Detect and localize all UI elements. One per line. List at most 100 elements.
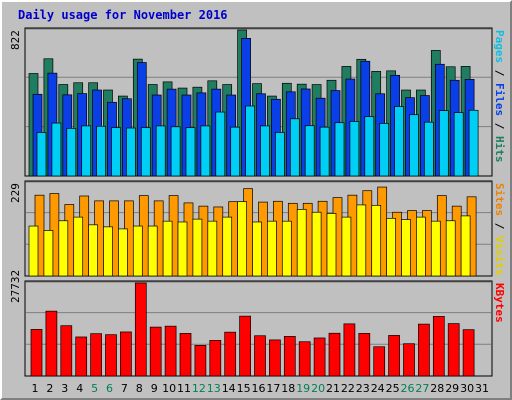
x-tick-label-21: 21 bbox=[326, 382, 340, 395]
bar-pages-day-30 bbox=[468, 109, 479, 177]
bar-sites-day-18 bbox=[281, 220, 292, 277]
bar-pages-day-28 bbox=[438, 110, 449, 177]
bar-kbytes-day-26 bbox=[403, 343, 415, 377]
x-tick-label-25: 25 bbox=[385, 382, 400, 395]
x-tick-label-5: 5 bbox=[91, 382, 99, 395]
bar-pages-day-3 bbox=[66, 128, 77, 177]
legend-segment-1: Pages bbox=[493, 30, 506, 64]
bar-sites-day-22 bbox=[341, 216, 352, 277]
bar-kbytes-day-6 bbox=[105, 334, 117, 377]
panel-1-legend: Pages / Files / Hits bbox=[493, 30, 506, 163]
x-tick-label-27: 27 bbox=[415, 382, 430, 395]
x-tick-label-20: 20 bbox=[311, 382, 326, 395]
x-tick-label-29: 29 bbox=[445, 382, 460, 395]
bar-pages-day-29 bbox=[453, 112, 464, 177]
x-tick-label-18: 18 bbox=[281, 382, 296, 395]
bar-sites-day-26 bbox=[401, 219, 411, 277]
bar-pages-day-19 bbox=[304, 125, 315, 177]
bar-sites-day-14 bbox=[222, 216, 233, 277]
bar-kbytes-day-8 bbox=[134, 282, 147, 377]
bar-sites-day-8 bbox=[132, 225, 143, 277]
legend-segment-1: KBytes bbox=[493, 283, 506, 323]
bar-kbytes-day-23 bbox=[358, 333, 371, 377]
bar-sites-day-12 bbox=[192, 218, 203, 277]
bar-kbytes-day-19 bbox=[298, 341, 311, 377]
bar-pages-day-25 bbox=[394, 106, 404, 177]
panel-3-legend: KBytes bbox=[493, 283, 506, 323]
bar-kbytes-day-21 bbox=[328, 332, 341, 377]
bar-pages-day-24 bbox=[379, 123, 390, 177]
bar-kbytes-day-14 bbox=[224, 331, 237, 377]
bar-pages-day-27 bbox=[424, 121, 434, 177]
panel-2-legend: Sites / Visits bbox=[493, 183, 506, 276]
bar-pages-day-23 bbox=[364, 116, 375, 177]
x-tick-label-16: 16 bbox=[251, 382, 266, 395]
bar-pages-day-7 bbox=[126, 127, 136, 177]
bar-kbytes-day-10 bbox=[164, 325, 177, 377]
bar-sites-day-29 bbox=[445, 220, 456, 277]
bar-kbytes-day-7 bbox=[120, 331, 132, 377]
bar-sites-day-23 bbox=[356, 204, 367, 277]
x-tick-label-23: 23 bbox=[355, 382, 370, 395]
bar-pages-day-5 bbox=[96, 125, 106, 177]
bar-sites-day-1 bbox=[28, 225, 39, 277]
panel-1-y-max-label: 822 bbox=[9, 30, 22, 50]
bar-sites-day-24 bbox=[371, 204, 382, 277]
bar-kbytes-day-24 bbox=[373, 346, 386, 377]
x-tick-label-30: 30 bbox=[460, 382, 475, 395]
bar-sites-day-5 bbox=[88, 224, 98, 277]
legend-segment-3: Files bbox=[493, 83, 506, 117]
x-tick-label-10: 10 bbox=[162, 382, 177, 395]
bar-kbytes-day-5 bbox=[90, 333, 102, 377]
bar-sites-day-2 bbox=[43, 230, 54, 277]
bar-kbytes-day-11 bbox=[179, 333, 192, 377]
x-tick-label-13: 13 bbox=[206, 382, 221, 395]
x-tick-label-24: 24 bbox=[370, 382, 385, 395]
bar-pages-day-8 bbox=[140, 127, 151, 177]
bar-pages-day-14 bbox=[230, 126, 241, 177]
bar-sites-day-16 bbox=[252, 221, 262, 277]
x-tick-label-31: 31 bbox=[475, 382, 489, 395]
x-tick-label-12: 12 bbox=[191, 382, 206, 395]
x-tick-label-2: 2 bbox=[46, 382, 54, 395]
bar-pages-day-12 bbox=[200, 125, 211, 177]
bar-kbytes-day-30 bbox=[462, 329, 475, 377]
bar-kbytes-day-15 bbox=[239, 315, 251, 377]
x-tick-label-19: 19 bbox=[296, 382, 311, 395]
bar-kbytes-day-18 bbox=[283, 336, 296, 377]
x-tick-label-28: 28 bbox=[430, 382, 445, 395]
x-tick-label-8: 8 bbox=[135, 382, 143, 395]
bar-sites-day-11 bbox=[177, 221, 188, 277]
bar-kbytes-day-12 bbox=[194, 344, 207, 377]
bar-sites-day-7 bbox=[118, 228, 128, 277]
x-tick-label-14: 14 bbox=[221, 382, 236, 395]
bar-sites-day-17 bbox=[267, 220, 277, 277]
bar-pages-day-4 bbox=[81, 125, 92, 177]
bar-pages-day-1 bbox=[36, 132, 47, 177]
bar-kbytes-day-2 bbox=[45, 310, 58, 377]
x-tick-label-11: 11 bbox=[177, 382, 191, 395]
bar-sites-day-6 bbox=[103, 226, 113, 277]
bar-pages-day-22 bbox=[349, 121, 360, 177]
bar-sites-day-3 bbox=[58, 220, 69, 277]
bar-sites-day-15 bbox=[237, 201, 247, 277]
bar-kbytes-day-13 bbox=[209, 340, 222, 377]
bar-sites-day-27 bbox=[416, 216, 426, 277]
bar-sites-day-25 bbox=[386, 217, 396, 277]
bar-kbytes-day-29 bbox=[447, 323, 460, 377]
panel-2-y-max-label: 229 bbox=[9, 183, 22, 203]
bar-pages-day-2 bbox=[51, 122, 62, 177]
legend-segment-3: Visits bbox=[493, 236, 506, 276]
legend-segment-4: / bbox=[493, 116, 506, 136]
x-tick-label-22: 22 bbox=[340, 382, 355, 395]
bar-sites-day-28 bbox=[430, 220, 441, 277]
chart-title: Daily usage for November 2016 bbox=[18, 8, 228, 22]
bar-pages-day-16 bbox=[260, 125, 270, 177]
bar-sites-day-30 bbox=[460, 215, 471, 277]
bar-sites-day-10 bbox=[162, 220, 173, 277]
x-tick-label-4: 4 bbox=[76, 382, 84, 395]
bar-pages-day-21 bbox=[334, 122, 345, 177]
x-tick-label-6: 6 bbox=[106, 382, 113, 395]
bar-kbytes-day-28 bbox=[432, 316, 445, 377]
